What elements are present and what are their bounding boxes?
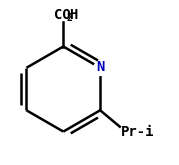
Text: 2: 2	[66, 13, 72, 23]
Text: CO: CO	[54, 8, 71, 22]
Text: Pr-i: Pr-i	[121, 125, 154, 139]
Text: N: N	[96, 60, 104, 74]
Text: H: H	[69, 8, 78, 22]
